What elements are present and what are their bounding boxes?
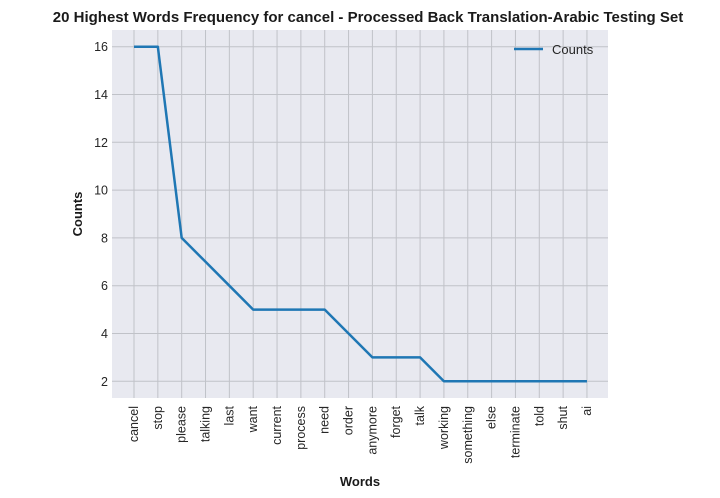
x-axis-tick-labels: cancel stop please talking last want current pr…: [127, 405, 594, 463]
x-tick-label: ai: [580, 406, 594, 416]
x-tick-label: current: [270, 405, 284, 444]
x-tick-label: please: [175, 406, 189, 443]
x-tick-label: process: [294, 406, 308, 450]
y-tick-label: 14: [94, 88, 108, 102]
legend: Counts: [514, 42, 594, 57]
x-tick-label: cancel: [127, 406, 141, 442]
y-tick-label: 8: [101, 231, 108, 245]
x-tick-label: something: [461, 406, 475, 464]
series-line-counts: [134, 45, 587, 383]
x-tick-label: shut: [556, 405, 570, 429]
plot-area: [112, 30, 608, 398]
x-tick-label: working: [437, 406, 451, 450]
legend-label: Counts: [552, 42, 594, 57]
y-tick-label: 12: [94, 136, 108, 150]
horizontal-gridlines: [112, 46, 608, 382]
series-layer: [134, 45, 587, 383]
vertical-gridlines: [133, 30, 588, 398]
y-axis-label: Counts: [70, 192, 85, 237]
x-tick-label: talk: [413, 405, 427, 425]
y-tick-label: 4: [101, 327, 108, 341]
x-tick-label: terminate: [508, 406, 522, 458]
x-tick-label: talking: [199, 406, 213, 442]
y-axis-tick-labels: 2 4 6 8 10 12 14 16: [94, 40, 108, 389]
chart-title: 20 Highest Words Frequency for cancel - …: [53, 9, 683, 26]
x-tick-label: anymore: [365, 406, 379, 455]
x-tick-label: last: [222, 405, 236, 425]
y-tick-label: 16: [94, 40, 108, 54]
y-tick-label: 10: [94, 184, 108, 198]
y-tick-label: 2: [101, 375, 108, 389]
x-axis-label: Words: [340, 474, 380, 489]
y-tick-label: 6: [101, 279, 108, 293]
x-tick-label: forget: [389, 405, 403, 437]
x-tick-label: need: [318, 406, 332, 434]
x-tick-label: else: [485, 406, 499, 429]
x-tick-label: want: [246, 405, 260, 433]
x-tick-label: order: [342, 406, 356, 435]
x-tick-label: stop: [151, 406, 165, 430]
x-tick-label: told: [532, 406, 546, 426]
